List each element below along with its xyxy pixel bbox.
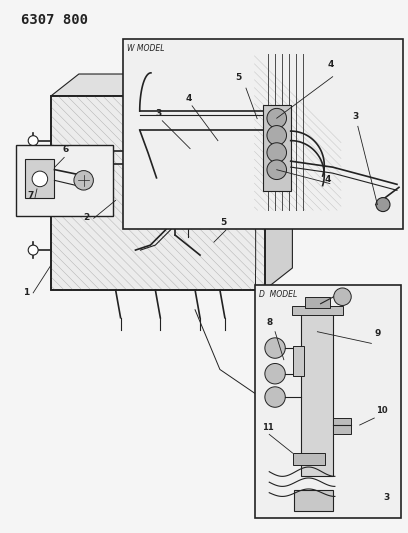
Bar [333,418,351,434]
Text: 11: 11 [262,423,274,432]
Text: 4: 4 [327,60,333,69]
Circle shape [267,126,286,145]
Bar [294,490,333,511]
Circle shape [194,143,204,152]
Bar [293,453,325,465]
Circle shape [181,132,189,140]
Polygon shape [51,74,293,96]
Bar [302,309,333,477]
Text: 7: 7 [27,191,33,200]
Circle shape [126,173,135,182]
Circle shape [265,364,285,384]
Text: 4: 4 [185,94,191,103]
Text: 2: 2 [83,213,89,222]
Circle shape [334,288,351,305]
Circle shape [267,108,286,128]
Circle shape [265,387,285,407]
Circle shape [194,163,204,173]
Circle shape [179,173,187,181]
Bar [16,144,113,216]
Bar [25,159,55,198]
Circle shape [126,160,135,171]
Text: 6: 6 [62,144,69,154]
Text: 4: 4 [324,175,330,184]
Circle shape [201,132,209,140]
Bar [255,285,401,519]
Polygon shape [51,96,264,290]
Circle shape [28,136,38,146]
Text: 5: 5 [220,218,226,227]
Circle shape [267,143,286,163]
Bar [123,38,403,229]
Text: 9: 9 [374,329,381,338]
Text: 8: 8 [266,318,273,327]
Bar [292,306,343,316]
Bar [263,106,291,191]
Circle shape [265,338,285,358]
Bar [293,346,304,376]
Text: 10: 10 [376,406,387,415]
Text: 3: 3 [352,112,359,120]
Text: 5: 5 [235,74,241,83]
Text: W MODEL: W MODEL [127,44,164,53]
Polygon shape [264,74,293,290]
Circle shape [161,132,169,140]
Text: 6307 800: 6307 800 [21,13,88,27]
Bar [304,297,330,309]
Circle shape [28,245,38,255]
Text: 1: 1 [23,288,29,297]
Circle shape [179,134,187,142]
Circle shape [28,196,38,205]
Bar [185,138,213,177]
Circle shape [194,152,204,163]
Text: 3: 3 [383,492,389,502]
Circle shape [32,171,48,187]
Circle shape [376,198,390,212]
Circle shape [74,171,93,190]
Circle shape [267,160,286,180]
Text: 3: 3 [155,109,162,118]
Circle shape [195,132,203,140]
Text: D  MODEL: D MODEL [259,290,297,300]
